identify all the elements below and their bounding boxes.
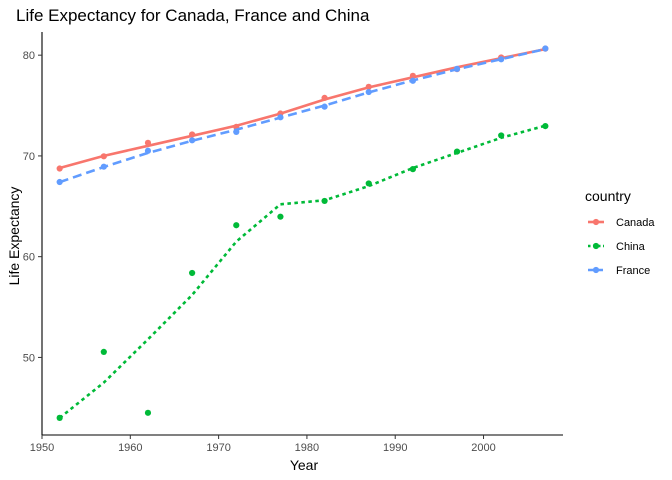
legend-marker-france bbox=[592, 266, 600, 274]
data-point-france bbox=[189, 137, 196, 144]
data-point-china bbox=[277, 213, 284, 220]
legend-item-canada: Canada bbox=[588, 217, 655, 229]
data-point-france bbox=[233, 128, 240, 136]
data-point-canada bbox=[321, 94, 328, 101]
data-point-france bbox=[498, 56, 505, 63]
data-point-france bbox=[453, 65, 461, 72]
data-point-france bbox=[365, 88, 372, 96]
legend-marker-china bbox=[592, 242, 600, 250]
data-point-france bbox=[409, 77, 416, 84]
data-point-china bbox=[100, 348, 107, 355]
data-point-france bbox=[277, 114, 284, 121]
data-point-china bbox=[233, 222, 240, 229]
data-point-china bbox=[189, 269, 196, 277]
y-axis-title: Life Expectancy bbox=[6, 187, 22, 286]
legend-label-canada: Canada bbox=[616, 217, 655, 229]
data-point-france bbox=[100, 163, 107, 170]
plot-area: 1950 1960 1970 1980 1990 2000 50 60 70 80 bbox=[23, 32, 563, 454]
data-point-canada bbox=[144, 139, 152, 146]
x-axis-title: Year bbox=[290, 457, 319, 473]
data-point-canada bbox=[365, 83, 372, 90]
data-point-china bbox=[56, 414, 63, 421]
data-point-france bbox=[56, 178, 63, 186]
series-line-china bbox=[58, 124, 546, 419]
legend-item-china: China bbox=[588, 241, 646, 253]
data-point-china bbox=[409, 166, 416, 173]
legend-label-france: France bbox=[616, 265, 650, 277]
x-tick-label: 1980 bbox=[295, 442, 319, 454]
x-tick-label: 2000 bbox=[471, 442, 495, 454]
legend-item-france: France bbox=[588, 265, 650, 277]
legend-marker-canada bbox=[592, 218, 600, 226]
data-point-france bbox=[144, 147, 152, 154]
data-point-china bbox=[453, 148, 461, 155]
legend: country Canada China France bbox=[585, 188, 655, 277]
x-tick-label: 1970 bbox=[206, 442, 230, 454]
data-point-canada bbox=[100, 153, 107, 160]
data-point-china bbox=[321, 197, 328, 205]
y-tick-label: 70 bbox=[23, 151, 35, 163]
data-point-china bbox=[542, 123, 549, 130]
chart-title: Life Expectancy for Canada, France and C… bbox=[16, 6, 370, 25]
x-tick-label: 1960 bbox=[118, 442, 142, 454]
data-point-canada bbox=[409, 72, 416, 79]
series-line-france bbox=[59, 47, 546, 184]
y-tick-label: 50 bbox=[23, 352, 35, 364]
legend-label-china: China bbox=[616, 241, 646, 253]
x-tick-label: 1950 bbox=[30, 442, 54, 454]
data-point-france bbox=[321, 103, 328, 110]
x-tick-label: 1990 bbox=[383, 442, 407, 454]
data-point-china bbox=[365, 180, 372, 187]
series-line-canada bbox=[59, 47, 546, 170]
legend-title: country bbox=[585, 188, 631, 204]
y-tick-label: 80 bbox=[23, 50, 35, 62]
data-point-france bbox=[542, 45, 549, 52]
y-tick-label: 60 bbox=[23, 252, 35, 264]
data-point-china bbox=[144, 409, 152, 416]
data-point-china bbox=[498, 132, 505, 139]
data-point-canada bbox=[56, 165, 63, 172]
data-point-canada bbox=[189, 131, 196, 138]
